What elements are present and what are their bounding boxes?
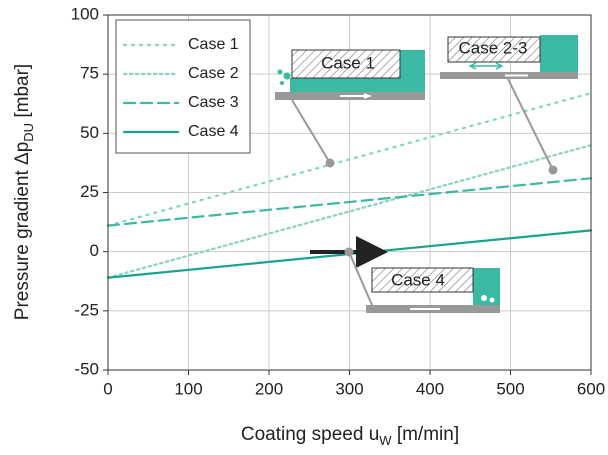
pointer-dot [325, 158, 335, 168]
pointer [507, 78, 554, 171]
die [291, 49, 401, 79]
y-tick-label: 75 [80, 64, 99, 83]
die [447, 36, 541, 63]
fluid [540, 35, 578, 72]
pointer-dot [548, 165, 558, 175]
legend: Case 1 Case 2 Case 3 Case 4 [115, 19, 251, 154]
x-tick-label: 300 [335, 379, 363, 398]
y-tick-label: 0 [90, 241, 99, 260]
inset-case-2-3: Case 2-3 [440, 35, 578, 175]
bubble [283, 72, 291, 80]
inset-case-1: Case 1 [275, 49, 425, 168]
plot-frame [107, 14, 592, 371]
x-tick-label: 100 [174, 379, 202, 398]
x-axis-label: Coating speed uW [m/min] [241, 424, 459, 448]
series-line [106, 177, 593, 227]
legend-box [115, 19, 251, 154]
x-tick-label: 600 [577, 379, 605, 398]
inset-case-4: Case 4 [310, 236, 500, 313]
y-tick-label: -25 [74, 300, 99, 319]
y-label-after: [mbar] [12, 64, 33, 123]
flow-arrow [468, 62, 504, 70]
die [371, 267, 474, 293]
bubble [280, 81, 284, 85]
bubble [488, 296, 496, 304]
x-tick-label: 500 [496, 379, 524, 398]
legend-label: Case 2 [188, 65, 239, 82]
pointer [291, 99, 331, 164]
pointer-dot [344, 247, 354, 257]
y-label-text: Pressure gradient Δp [12, 142, 33, 321]
series-line [106, 92, 593, 227]
x-tick-label: 200 [255, 379, 283, 398]
y-tick-label: -50 [74, 359, 99, 378]
fluid [290, 78, 425, 92]
legend-label: Case 4 [188, 123, 239, 140]
annotation: Case 4 [391, 270, 445, 289]
legend-label: Case 3 [188, 94, 239, 111]
series-line [106, 144, 593, 279]
bubble [480, 294, 488, 302]
pointer [348, 251, 373, 306]
web-arrow [364, 93, 372, 99]
y-axis-label: Pressure gradient ΔpDU [mbar] [12, 64, 36, 320]
y-tick-label: 100 [71, 4, 99, 23]
bubble [277, 69, 283, 75]
y-tick-label: 50 [80, 123, 99, 142]
annotation: Case 1 [321, 53, 375, 72]
x-label-after: [m/min] [392, 424, 460, 445]
legend-label: Case 1 [188, 36, 239, 53]
y-tick-label: 25 [80, 182, 99, 201]
x-label-sub: W [379, 433, 392, 448]
x-tick-label: 400 [416, 379, 444, 398]
x-label-text: Coating speed u [241, 424, 379, 445]
y-label-sub: DU [21, 123, 36, 142]
annotation: Case 2-3 [459, 38, 528, 57]
x-tick-label: 0 [103, 379, 112, 398]
